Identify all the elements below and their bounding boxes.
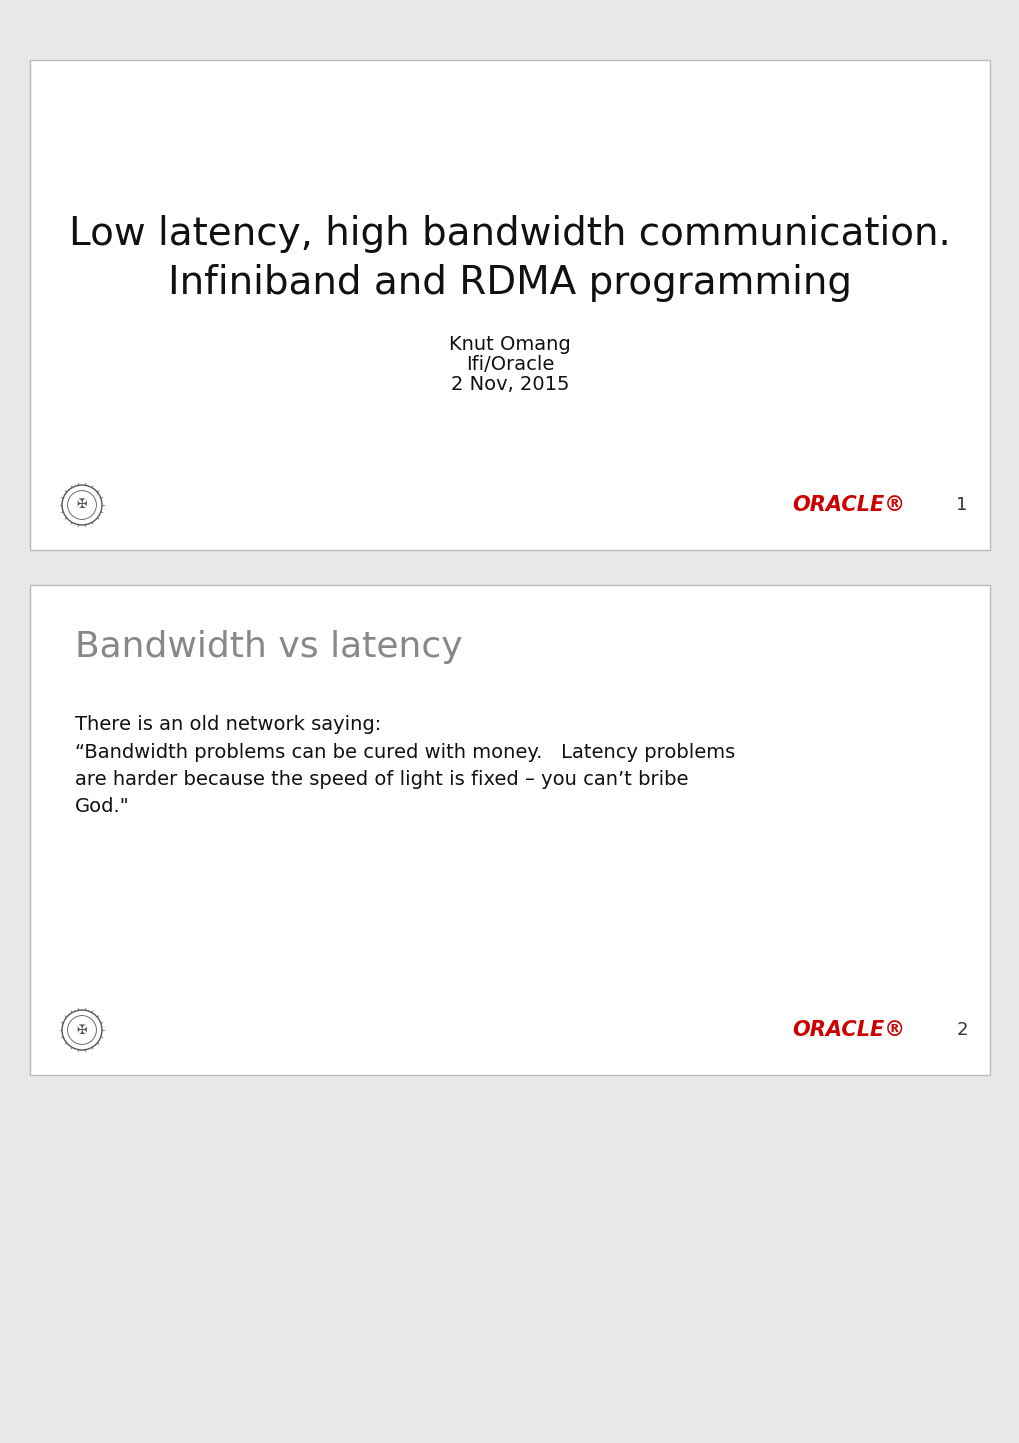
Text: ORACLE®: ORACLE® <box>791 495 904 515</box>
Text: Bandwidth vs latency: Bandwidth vs latency <box>75 631 463 664</box>
Text: ✠: ✠ <box>76 1023 88 1036</box>
Text: 2 Nov, 2015: 2 Nov, 2015 <box>450 375 569 394</box>
Text: ORACLE®: ORACLE® <box>791 1020 904 1040</box>
Text: ✠: ✠ <box>76 498 88 511</box>
Text: 1: 1 <box>956 496 967 514</box>
Text: “Bandwidth problems can be cured with money.   Latency problems
are harder becau: “Bandwidth problems can be cured with mo… <box>75 743 735 817</box>
Text: Knut Omang: Knut Omang <box>448 335 571 354</box>
FancyBboxPatch shape <box>30 584 989 1075</box>
Text: There is an old network saying:: There is an old network saying: <box>75 714 381 734</box>
Text: Ifi/Oracle: Ifi/Oracle <box>466 355 553 374</box>
FancyBboxPatch shape <box>30 61 989 550</box>
Text: Low latency, high bandwidth communication.
Infiniband and RDMA programming: Low latency, high bandwidth communicatio… <box>69 215 950 302</box>
Text: 2: 2 <box>956 1022 967 1039</box>
